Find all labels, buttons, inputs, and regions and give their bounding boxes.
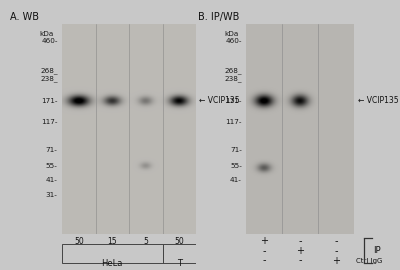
Text: 268_: 268_ (40, 67, 58, 74)
Text: 31-: 31- (46, 192, 58, 198)
Text: kDa: kDa (224, 31, 238, 36)
Text: 5: 5 (143, 237, 148, 246)
Text: 41-: 41- (230, 177, 242, 183)
Text: 50: 50 (174, 237, 184, 246)
Text: -: - (262, 255, 266, 265)
Bar (162, 245, 196, 263)
Text: B. IP/WB: B. IP/WB (198, 12, 239, 22)
Text: -: - (262, 246, 266, 256)
Text: kDa: kDa (40, 31, 54, 36)
Text: 117-: 117- (226, 119, 242, 124)
Text: 460-: 460- (41, 38, 58, 44)
Text: ← VCIP135: ← VCIP135 (199, 96, 240, 105)
Text: 171-: 171- (41, 98, 58, 104)
Text: +: + (296, 246, 304, 256)
Text: -: - (334, 246, 338, 256)
Text: -: - (298, 236, 302, 246)
Text: 460-: 460- (226, 38, 242, 44)
Text: 238_: 238_ (224, 75, 242, 82)
Text: 41-: 41- (46, 177, 58, 183)
Text: HeLa: HeLa (102, 259, 123, 268)
Text: +: + (260, 236, 268, 246)
Text: ← VCIP135: ← VCIP135 (358, 96, 399, 105)
Text: IP: IP (374, 246, 381, 255)
Text: 71-: 71- (230, 147, 242, 153)
Text: 55-: 55- (46, 163, 58, 168)
Text: A. WB: A. WB (10, 12, 39, 22)
Text: 117-: 117- (41, 119, 58, 124)
Text: 15: 15 (108, 237, 117, 246)
Text: 171-: 171- (226, 98, 242, 104)
Text: 268_: 268_ (224, 67, 242, 74)
Text: -: - (334, 236, 338, 246)
Text: 238_: 238_ (40, 75, 58, 82)
Text: 50: 50 (74, 237, 84, 246)
Text: +: + (332, 255, 340, 265)
Text: 71-: 71- (46, 147, 58, 153)
Text: Ctrl IgG: Ctrl IgG (356, 258, 382, 264)
Text: T: T (177, 259, 182, 268)
Text: 55-: 55- (230, 163, 242, 168)
Bar (62, 245, 162, 263)
Text: -: - (298, 255, 302, 265)
